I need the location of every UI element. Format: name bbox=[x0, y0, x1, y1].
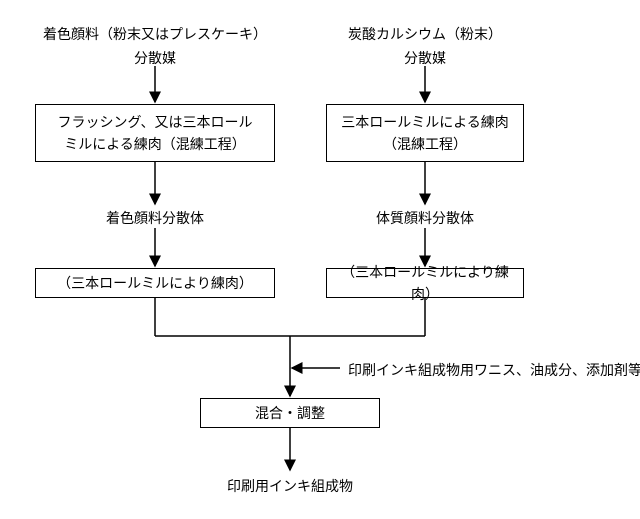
left-process-box-1: フラッシング、又は三本ロール ミルによる練肉（混練工程） bbox=[35, 104, 275, 162]
right-header-2: 分散媒 bbox=[404, 48, 446, 68]
right-mid-label: 体質顔料分散体 bbox=[376, 208, 474, 228]
right-box2-text: （三本ロールミルにより練肉） bbox=[331, 261, 519, 306]
right-process-box-2: （三本ロールミルにより練肉） bbox=[326, 268, 524, 298]
left-header-2: 分散媒 bbox=[134, 48, 176, 68]
left-box1-line1: フラッシング、又は三本ロール bbox=[57, 111, 252, 133]
final-output-label: 印刷用インキ組成物 bbox=[227, 476, 353, 496]
side-injection-label: 印刷インキ組成物用ワニス、油成分、添加剤等 bbox=[348, 360, 640, 380]
right-box1-line2: （混練工程） bbox=[383, 133, 467, 155]
mix-box: 混合・調整 bbox=[200, 398, 380, 428]
right-box1-line1: 三本ロールミルによる練肉 bbox=[341, 111, 509, 133]
flow-connectors bbox=[0, 0, 640, 519]
right-process-box-1: 三本ロールミルによる練肉 （混練工程） bbox=[326, 104, 524, 162]
left-box1-line2: ミルによる練肉（混練工程） bbox=[64, 133, 246, 155]
left-header-1: 着色顔料（粉末又はプレスケーキ） bbox=[43, 24, 267, 44]
mix-box-text: 混合・調整 bbox=[255, 402, 325, 424]
right-header-1: 炭酸カルシウム（粉末） bbox=[348, 24, 502, 44]
left-box2-text: （三本ロールミルにより練肉） bbox=[57, 272, 253, 294]
left-mid-label: 着色顔料分散体 bbox=[106, 208, 204, 228]
left-process-box-2: （三本ロールミルにより練肉） bbox=[35, 268, 275, 298]
